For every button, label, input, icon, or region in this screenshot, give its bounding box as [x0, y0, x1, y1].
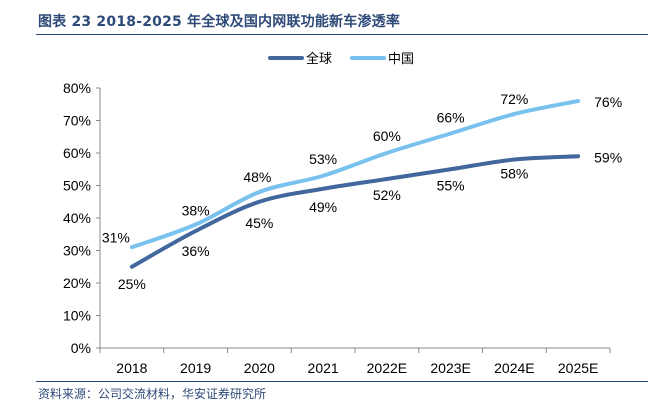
y-tick-label: 40%: [63, 210, 91, 226]
data-label: 49%: [309, 199, 337, 215]
chart-lines: [129, 99, 581, 269]
data-label: 55%: [437, 177, 465, 193]
x-tick-label: 2019: [180, 360, 211, 376]
x-tick-label: 2022E: [367, 360, 407, 376]
source-note: 资料来源：公司交流材料，华安证券研究所: [38, 387, 267, 401]
data-label: 76%: [594, 94, 622, 110]
x-tick-label: 2023E: [430, 360, 470, 376]
chart-data-labels: 25% 36% 45% 49% 52% 55% 58% 59% 31% 38% 48% 53% 60% 6…: [102, 91, 622, 292]
data-label: 36%: [182, 243, 210, 259]
data-label: 72%: [500, 91, 528, 107]
data-label: 48%: [243, 169, 271, 185]
series-line-china: [129, 99, 581, 250]
data-label: 66%: [437, 110, 465, 126]
x-tick-label: 2024E: [494, 360, 534, 376]
y-tick-label: 30%: [63, 243, 91, 259]
series-line-global: [129, 154, 581, 269]
chart-legend: 全球 中国: [268, 51, 414, 66]
title-divider: [36, 34, 648, 35]
x-tick-label: 2018: [116, 360, 147, 376]
data-label: 38%: [182, 203, 210, 219]
y-tick-label: 60%: [63, 145, 91, 161]
data-label: 53%: [309, 151, 337, 167]
data-label: 59%: [594, 149, 622, 165]
x-tick-label: 2021: [308, 360, 339, 376]
y-tick-label: 80%: [63, 80, 91, 96]
data-label: 25%: [118, 276, 146, 292]
data-label: 52%: [373, 187, 401, 203]
y-tick-label: 10%: [63, 308, 91, 324]
figure-title: 图表 23 2018-2025 年全球及国内网联功能新车渗透率: [38, 14, 401, 30]
y-tick-label: 50%: [63, 178, 91, 194]
data-label: 31%: [102, 229, 130, 245]
legend-label-china: 中国: [388, 51, 414, 66]
y-tick-label: 70%: [63, 113, 91, 129]
legend-label-global: 全球: [306, 51, 332, 66]
data-label: 60%: [373, 128, 401, 144]
source-divider: [36, 381, 648, 382]
y-tick-label: 0%: [71, 340, 91, 356]
y-tick-label: 20%: [63, 275, 91, 291]
chart-axes: 0% 10% 20% 30% 40% 50% 60% 70% 80% 2018 2019 2020 20…: [63, 80, 611, 376]
data-label: 45%: [245, 215, 273, 231]
x-tick-label: 2025E: [558, 360, 598, 376]
data-label: 58%: [500, 166, 528, 182]
x-tick-label: 2020: [244, 360, 275, 376]
